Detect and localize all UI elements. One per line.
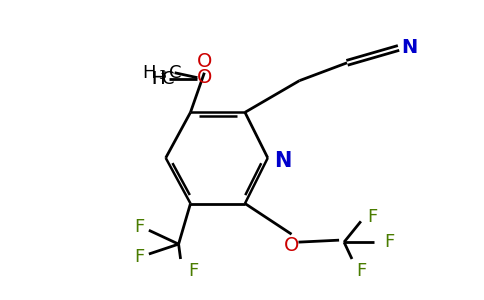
Text: O: O [284,236,299,255]
Text: F: F [356,262,366,280]
Text: H: H [151,70,165,88]
Text: N: N [402,38,418,58]
Text: H: H [151,70,165,88]
Text: F: F [384,233,395,251]
Text: O: O [197,68,212,87]
Text: H: H [142,64,156,82]
Text: F: F [134,248,144,266]
Text: C: C [162,70,175,88]
Text: F: F [368,208,378,226]
Text: F: F [134,218,144,236]
Text: 3: 3 [158,69,166,82]
Text: F: F [188,262,198,280]
Text: O: O [197,52,212,71]
Text: C: C [169,64,181,82]
Text: N: N [274,151,291,171]
